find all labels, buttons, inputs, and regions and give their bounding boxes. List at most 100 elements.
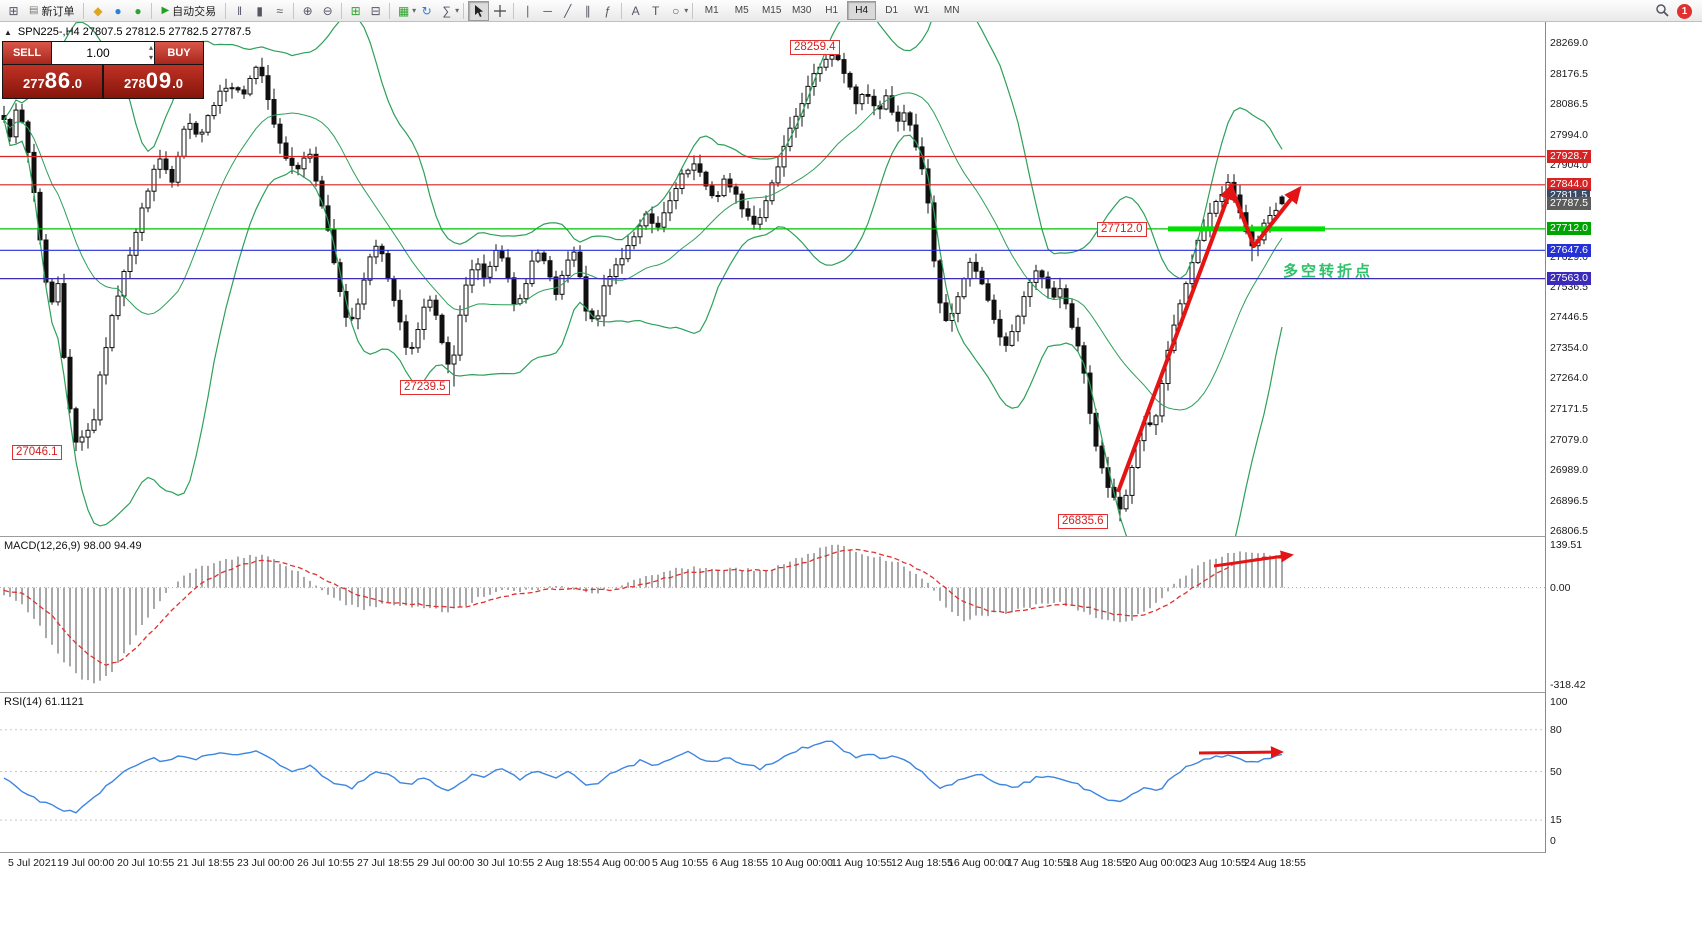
grid-icon[interactable]: ⊞ <box>350 3 361 18</box>
zoom-out-icon[interactable]: ⊖ <box>322 3 333 18</box>
time-tick-label: 23 Aug 10:55 <box>1185 857 1247 869</box>
price-tick-label: 28269.0 <box>1550 37 1588 49</box>
chevron-down-icon[interactable]: ▾ <box>412 6 417 15</box>
timeframe-h1[interactable]: H1 <box>825 5 839 16</box>
timeframe-w1[interactable]: W1 <box>914 5 930 16</box>
volume-up-icon[interactable]: ▴ <box>148 42 153 52</box>
price-tick-label: 27171.5 <box>1550 403 1588 415</box>
volume-down-icon[interactable]: ▾ <box>148 52 153 62</box>
data-window-icon[interactable]: ● <box>114 3 122 18</box>
toolbar-separator <box>389 2 391 19</box>
sell-price-big: 86 <box>44 68 72 93</box>
timeframe-d1[interactable]: D1 <box>885 5 899 16</box>
toolbar-separator <box>225 2 227 19</box>
time-tick-label: 20 Aug 00:00 <box>1125 857 1187 869</box>
panel-separator[interactable] <box>0 692 1702 693</box>
toolbar-separator <box>463 2 465 19</box>
price-annotation[interactable]: 26835.6 <box>1058 514 1108 529</box>
toolbar-separator <box>621 2 623 19</box>
timeframe-mn[interactable]: MN <box>943 5 960 16</box>
macd-axis-label: 0.00 <box>1550 582 1571 594</box>
time-tick-label: 18 Aug 18:55 <box>1066 857 1128 869</box>
tile-windows-icon[interactable]: ⊟ <box>370 3 381 18</box>
price-axis[interactable]: 28269.028176.528086.527994.027904.027811… <box>1545 22 1702 853</box>
price-tag: 27563.0 <box>1547 272 1591 285</box>
one-click-collapse-icon[interactable]: ▲ <box>4 27 12 37</box>
panel-separator[interactable] <box>0 536 1702 537</box>
macd-axis-label: 139.51 <box>1550 539 1583 551</box>
price-annotation[interactable]: 27239.5 <box>400 380 450 395</box>
market-watch-icon[interactable]: ◆ <box>93 3 103 18</box>
auto-trading-button[interactable]: ▶ 自动交易 <box>156 2 221 20</box>
label-tool-icon[interactable]: T <box>652 3 660 18</box>
time-tick-label: 5 Aug 10:55 <box>652 857 709 869</box>
time-tick-label: 5 Jul 2021 <box>8 857 57 869</box>
price-annotation[interactable]: 27046.1 <box>12 445 62 460</box>
buy-price-suffix: .0 <box>172 76 184 91</box>
timeframe-m15[interactable]: M15 <box>761 5 782 16</box>
time-tick-label: 19 Jul 00:00 <box>57 857 115 869</box>
time-tick-label: 29 Jul 00:00 <box>417 857 475 869</box>
time-tick-label: 4 Aug 00:00 <box>594 857 651 869</box>
shapes-tool-icon[interactable]: ○ <box>672 3 680 18</box>
toolbar-separator <box>513 2 515 19</box>
trendline-tool-icon[interactable]: ╱ <box>564 3 572 18</box>
volume-input[interactable] <box>52 45 154 61</box>
volume-field: ▴ ▾ <box>52 42 154 64</box>
crosshair-icon[interactable] <box>490 2 509 20</box>
candlestick-chart-icon[interactable]: ▮ <box>256 3 263 18</box>
candles <box>1 46 1285 522</box>
timeframe-m5[interactable]: M5 <box>734 5 749 16</box>
time-tick-label: 26 Jul 10:55 <box>297 857 355 869</box>
auto-scroll-icon[interactable]: ↻ <box>421 3 432 18</box>
toolbar-separator <box>83 2 85 19</box>
time-tick-label: 23 Jul 00:00 <box>237 857 295 869</box>
sell-button[interactable]: SELL <box>3 42 51 64</box>
macd-histogram <box>3 544 1283 684</box>
price-annotation[interactable]: 28259.4 <box>790 40 840 55</box>
toolbar-separator <box>293 2 295 19</box>
time-tick-label: 11 Aug 10:55 <box>831 857 893 869</box>
chart-window-icon[interactable]: ⊞ <box>8 3 19 18</box>
vertical-line-tool-icon[interactable]: ∣ <box>524 3 531 18</box>
time-tick-label: 21 Jul 18:55 <box>177 857 235 869</box>
chevron-down-icon[interactable]: ▾ <box>684 6 689 15</box>
horizontal-line-tool-icon[interactable]: ─ <box>543 3 552 18</box>
cursor-icon[interactable] <box>468 0 490 21</box>
symbol-ohlc-text: SPN225-,H4 27807.5 27812.5 27782.5 27787… <box>17 26 251 38</box>
price-tick-label: 27264.0 <box>1550 372 1588 384</box>
toolbar-separator <box>341 2 343 19</box>
search-icon[interactable] <box>1655 3 1669 20</box>
navigator-icon[interactable]: ● <box>134 3 142 18</box>
line-chart-icon[interactable]: ≈ <box>276 3 283 18</box>
zoom-in-icon[interactable]: ⊕ <box>302 3 313 18</box>
price-tick-label: 27354.0 <box>1550 342 1588 354</box>
timeframe-m1[interactable]: M1 <box>704 5 719 16</box>
channel-tool-icon[interactable]: ∥ <box>584 3 591 18</box>
timeframe-h4[interactable]: H4 <box>847 1 877 20</box>
rsi-panel-canvas[interactable] <box>0 693 1545 852</box>
indicators-icon[interactable]: ∑ <box>442 3 451 18</box>
chevron-down-icon[interactable]: ▾ <box>455 6 460 15</box>
price-tag: 27712.0 <box>1547 222 1591 235</box>
turning-point-annotation[interactable]: 多空转折点 <box>1283 263 1374 280</box>
bar-chart-icon[interactable]: ‖ <box>237 3 243 18</box>
new-chart-icon[interactable]: ▦ <box>397 3 410 18</box>
price-annotation[interactable]: 27712.0 <box>1097 222 1147 237</box>
fibonacci-tool-icon[interactable]: ƒ <box>604 3 612 18</box>
buy-button[interactable]: BUY <box>155 42 203 64</box>
macd-panel-canvas[interactable] <box>0 537 1545 692</box>
new-order-button[interactable]: ▤ 新订单 <box>24 2 79 20</box>
price-tick-label: 28176.5 <box>1550 68 1588 80</box>
sell-price-display[interactable]: 277 86.0 <box>3 65 102 98</box>
buy-price-display[interactable]: 278 09.0 <box>104 65 203 98</box>
macd-axis-label: -318.42 <box>1550 679 1586 691</box>
time-tick-label: 12 Aug 18:55 <box>891 857 953 869</box>
buy-price-big: 09 <box>145 68 173 93</box>
timeframe-m30[interactable]: M30 <box>791 5 812 16</box>
bollinger-bands <box>3 22 1283 536</box>
buy-price-prefix: 278 <box>123 76 146 91</box>
notification-badge[interactable]: 1 <box>1677 4 1692 19</box>
time-axis[interactable]: 5 Jul 2021 19 Jul 00:00 20 Jul 10:55 21 Jul… <box>0 853 1545 875</box>
text-tool-icon[interactable]: A <box>631 3 640 18</box>
